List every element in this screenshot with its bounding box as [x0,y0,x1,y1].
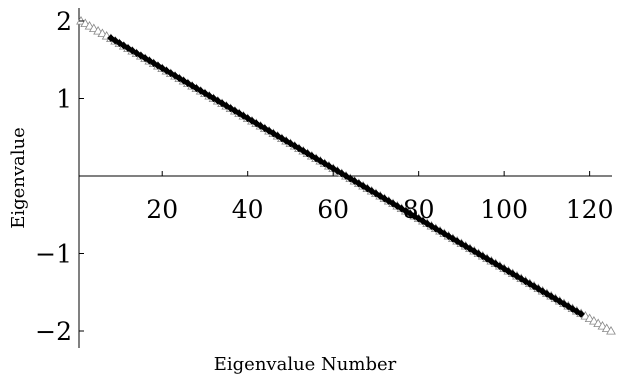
data-point-filled-diamond [547,292,556,301]
y-tick-label: 2 [56,7,72,36]
ticks: 20 40 60 80 100 120 −2 −1 1 2 [35,7,613,346]
data-point-filled-diamond [465,244,474,253]
data-point-filled-diamond [401,207,410,216]
data-point-filled-diamond [534,284,543,293]
data-point-filled-diamond [235,109,244,118]
data-point-filled-diamond [124,44,132,53]
x-tick-label: 80 [403,195,435,224]
data-point-filled-diamond [359,182,368,190]
data-point-filled-diamond [448,234,457,243]
data-point-filled-diamond [316,156,325,165]
data-point-filled-diamond [560,299,568,308]
y-tick-label: −1 [35,240,72,269]
data-point-filled-diamond [513,272,521,281]
data-point-filled-diamond [303,149,312,158]
y-axis-label: Eigenvalue [8,127,29,229]
data-point-filled-diamond [491,259,500,268]
data-point-filled-diamond [478,252,487,261]
data-point-filled-diamond [530,282,539,291]
data-point-filled-diamond [427,222,436,231]
data-point-filled-diamond [337,169,346,178]
data-point-open-triangle [606,325,616,335]
data-point-filled-diamond [436,227,444,236]
data-point-filled-diamond [564,302,573,311]
data-point-filled-diamond [393,202,402,211]
data-point-filled-diamond [521,277,530,286]
data-point-filled-diamond [572,307,581,316]
x-tick-label: 60 [317,195,349,224]
data-point-filled-diamond [282,136,291,145]
data-point-filled-diamond [457,239,466,248]
data-point-filled-diamond [324,162,333,170]
data-point-filled-diamond [171,71,179,80]
data-point-filled-diamond [423,219,432,228]
y-tick-label: −2 [35,317,72,346]
data-point-filled-diamond [260,124,269,133]
x-axis-label: Eigenvalue Number [214,354,397,375]
x-tick-label: 40 [232,195,264,224]
data-point-filled-diamond [525,279,534,288]
x-tick-label: 120 [566,195,614,224]
data-point-filled-diamond [380,194,389,203]
data-point-filled-diamond [551,294,560,303]
series-filled-diamonds [106,34,586,318]
data-point-filled-diamond [483,254,492,263]
data-point-filled-diamond [196,86,205,95]
data-point-filled-diamond [277,134,286,143]
data-point-filled-diamond [470,247,479,256]
data-point-filled-diamond [371,189,380,198]
data-point-filled-diamond [295,144,303,153]
x-tick-label: 20 [146,195,178,224]
data-point-filled-diamond [290,141,299,150]
data-point-filled-diamond [333,167,342,175]
data-point-filled-diamond [577,309,586,318]
data-point-filled-diamond [487,257,496,266]
data-point-filled-diamond [115,39,124,48]
data-point-filled-diamond [346,174,355,183]
x-tick-label: 100 [480,195,528,224]
data-point-filled-diamond [414,214,423,223]
data-point-filled-diamond [568,304,577,313]
data-point-filled-diamond [555,297,564,306]
y-tick-label: 1 [56,85,72,114]
data-point-filled-diamond [410,212,419,221]
data-point-filled-diamond [218,99,227,108]
data-point-filled-diamond [269,129,278,138]
data-point-filled-diamond [542,289,551,298]
data-point-filled-diamond [354,179,363,188]
